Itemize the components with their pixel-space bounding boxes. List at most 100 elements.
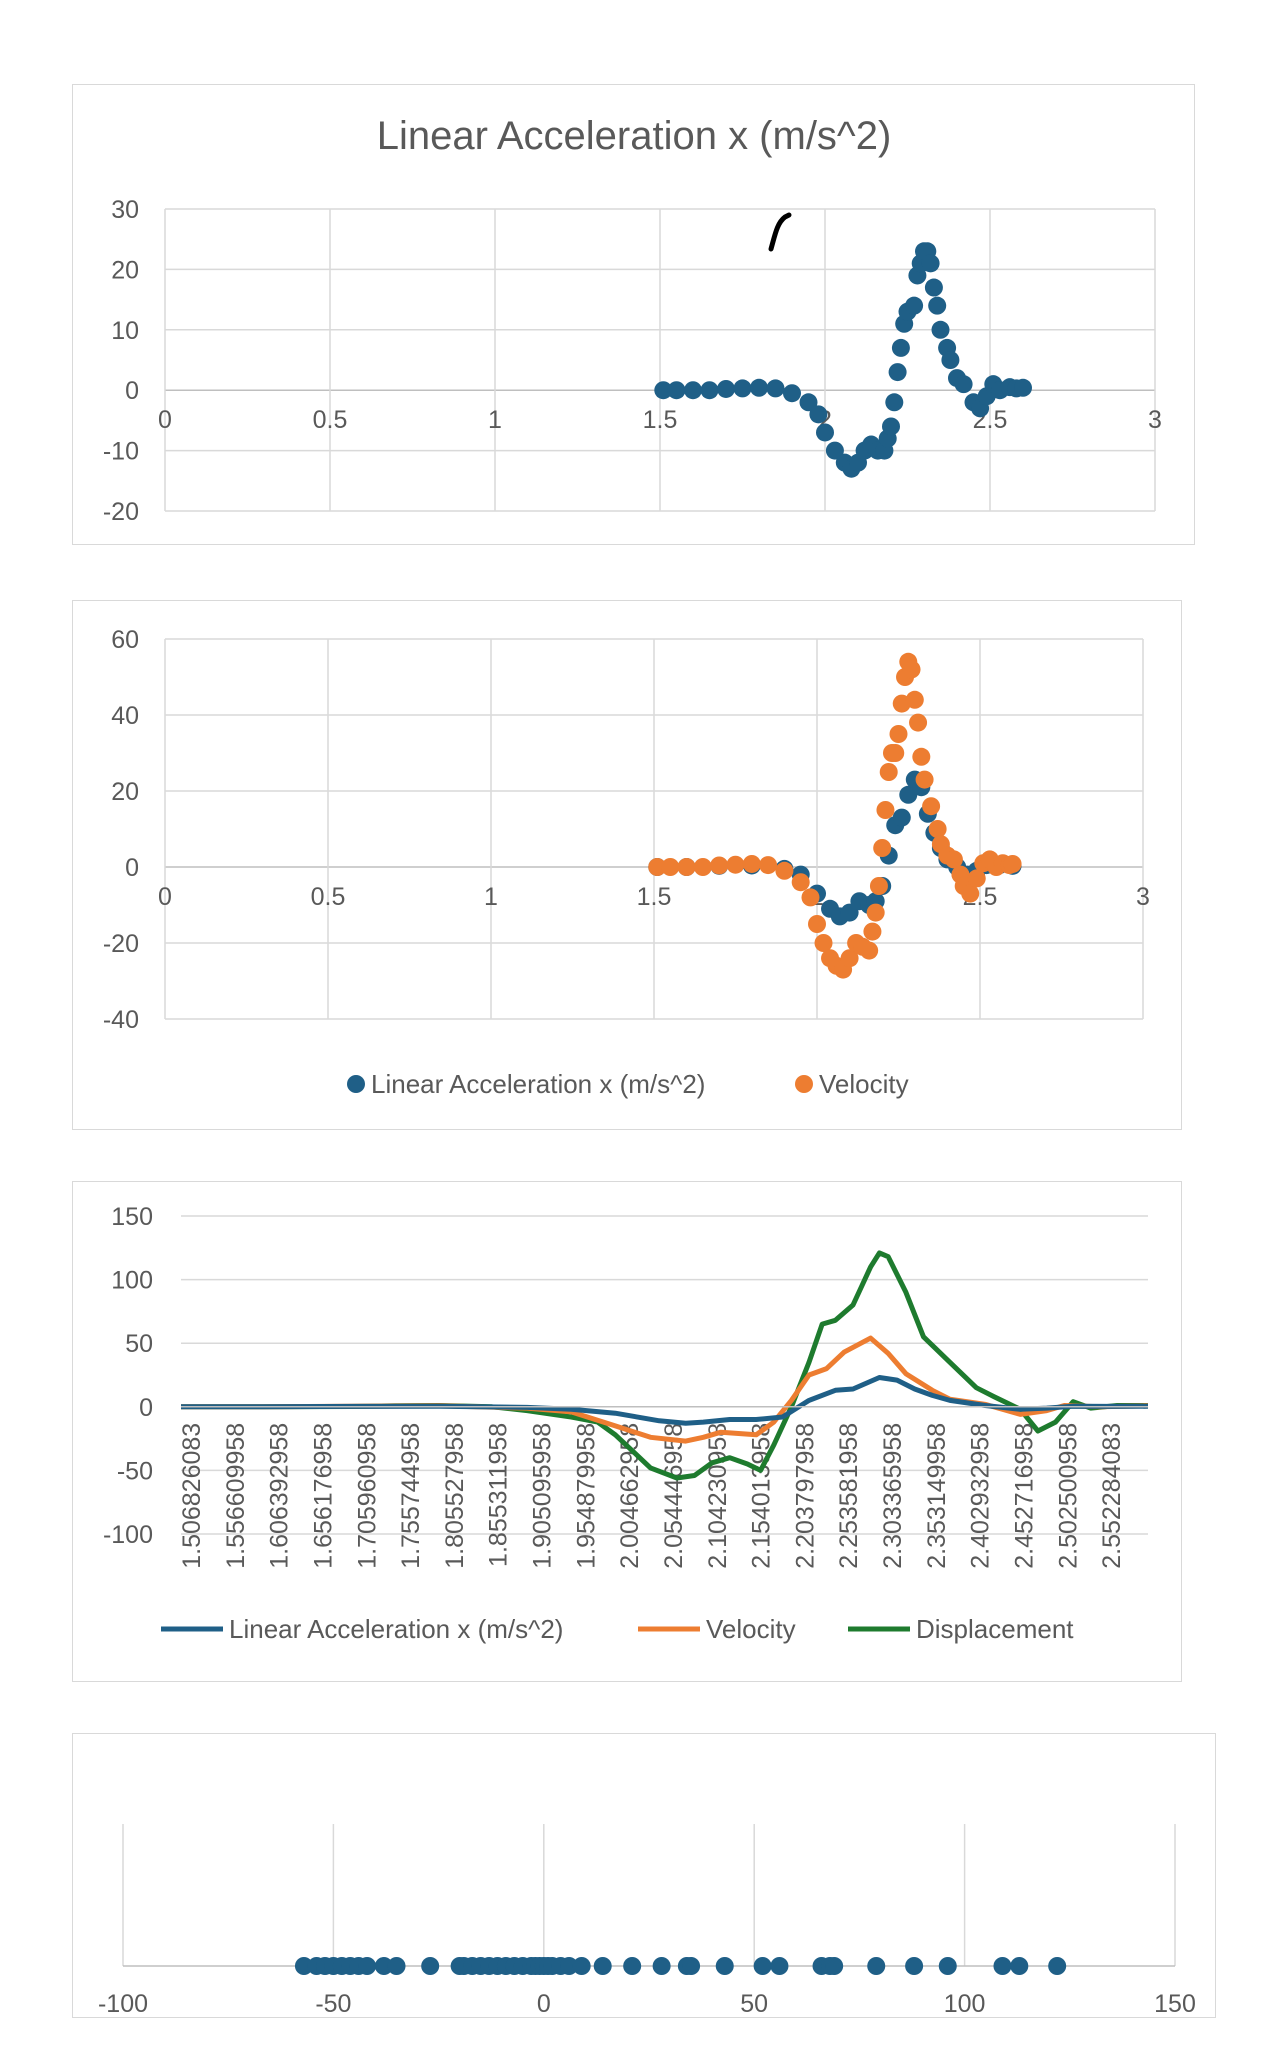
x-tick-label: 150 [1154, 1990, 1196, 2018]
data-point [954, 375, 973, 394]
data-point [770, 1957, 789, 1975]
data-point [924, 278, 943, 297]
x-category-label: 2.303365958 [879, 1423, 907, 1569]
x-category-label: 1.905095958 [529, 1423, 557, 1569]
y-tick-label: 60 [111, 626, 139, 654]
y-tick-label: -100 [103, 1521, 153, 1549]
x-tick-label: 0.5 [313, 406, 348, 434]
legend-label-accel: Linear Acceleration x (m/s^2) [371, 1069, 705, 1099]
legend-marker-accel [347, 1075, 365, 1093]
data-point [717, 379, 735, 398]
x-tick-label: -50 [315, 1990, 351, 2018]
data-point [866, 903, 885, 922]
data-point [1010, 1957, 1029, 1975]
data-point [885, 393, 904, 412]
x-category-label: 1.556609958 [222, 1423, 250, 1569]
data-point [572, 1957, 591, 1975]
y-tick-label: 30 [111, 196, 139, 224]
data-point [879, 763, 898, 781]
data-point [623, 1957, 642, 1975]
data-point [891, 338, 910, 357]
x-tick-label: 1 [484, 883, 498, 911]
y-tick-label: -40 [103, 1006, 139, 1034]
data-point [869, 877, 888, 895]
data-point [886, 744, 905, 762]
data-point [808, 915, 826, 933]
data-point [791, 873, 810, 892]
chart3-frame: 150 100 50 0 -50 -100 1.506826083 1.556609958 1.… [72, 1181, 1182, 1682]
legend-label: Velocity [706, 1614, 796, 1644]
data-point [892, 808, 911, 827]
chart4-svg: -100 -50 0 50 100 150 [98, 1824, 1196, 2018]
y-tick-label: 20 [111, 778, 139, 806]
y-tick-label: -20 [103, 498, 139, 526]
data-point [374, 1957, 393, 1975]
data-point [733, 379, 752, 398]
data-point [648, 858, 667, 876]
ink-stroke-annotation [768, 212, 792, 252]
y-tick-label: 20 [111, 256, 139, 284]
data-point [684, 381, 702, 400]
x-tick-label: 3 [1148, 406, 1162, 434]
data-point [753, 1957, 772, 1975]
x-category-label: 1.656176958 [309, 1423, 337, 1569]
y-tick-label: -20 [103, 930, 139, 958]
data-point [1048, 1957, 1067, 1975]
data-point [742, 854, 761, 873]
data-point [905, 296, 924, 315]
data-point [993, 1957, 1012, 1975]
legend-label: Linear Acceleration x (m/s^2) [229, 1614, 563, 1644]
x-tick-label: 0 [158, 883, 172, 911]
data-point [759, 856, 778, 875]
x-category-label: 2.353149958 [923, 1423, 951, 1569]
x-tick-label: 0 [537, 1990, 551, 2018]
data-point [882, 417, 900, 436]
data-point [682, 1957, 701, 1975]
y-tick-label: 100 [111, 1267, 153, 1295]
data-point [677, 858, 696, 876]
data-point [922, 797, 941, 816]
x-tick-label: 0.5 [311, 883, 346, 911]
x-tick-label: 3 [1136, 883, 1150, 911]
data-point [899, 785, 918, 804]
data-point [801, 888, 820, 907]
x-tick-label: -100 [98, 1990, 148, 2018]
x-category-label: 1.954879958 [572, 1423, 600, 1569]
x-category-label: 2.502500958 [1054, 1423, 1082, 1569]
x-category-label: 1.855311958 [485, 1423, 513, 1567]
x-tick-label: 50 [740, 1990, 768, 2018]
data-point [928, 296, 947, 315]
x-tick-label: 1 [488, 406, 502, 434]
x-category-label: 1.805527958 [441, 1423, 469, 1569]
x-category-label: 2.054446958 [660, 1423, 688, 1569]
y-tick-label: -50 [117, 1457, 153, 1485]
data-point [775, 861, 794, 880]
data-point [909, 713, 928, 732]
data-point [860, 941, 879, 960]
x-tick-label: 1.5 [637, 883, 672, 911]
data-point [889, 725, 908, 743]
data-point [944, 850, 963, 869]
x-category-label: 2.004662958 [616, 1423, 644, 1569]
y-tick-label: 0 [125, 377, 139, 405]
data-point [593, 1957, 612, 1975]
data-point [809, 405, 828, 424]
data-point [915, 770, 934, 789]
data-point [710, 856, 729, 875]
x-category-label: 2.552284083 [1098, 1423, 1126, 1569]
data-point [358, 1957, 377, 1975]
data-point [941, 351, 960, 369]
data-point [661, 858, 680, 876]
x-category-label: 2.253581958 [835, 1423, 863, 1569]
legend-marker-velocity [795, 1075, 813, 1093]
series-line [181, 1375, 1149, 1426]
y-tick-label: 0 [139, 1394, 153, 1422]
x-category-label: 1.506826083 [178, 1423, 206, 1569]
data-point [905, 690, 924, 709]
data-point [905, 1957, 924, 1975]
data-point [967, 869, 986, 888]
x-category-label: 2.452716958 [1010, 1423, 1038, 1569]
data-point [931, 320, 950, 339]
